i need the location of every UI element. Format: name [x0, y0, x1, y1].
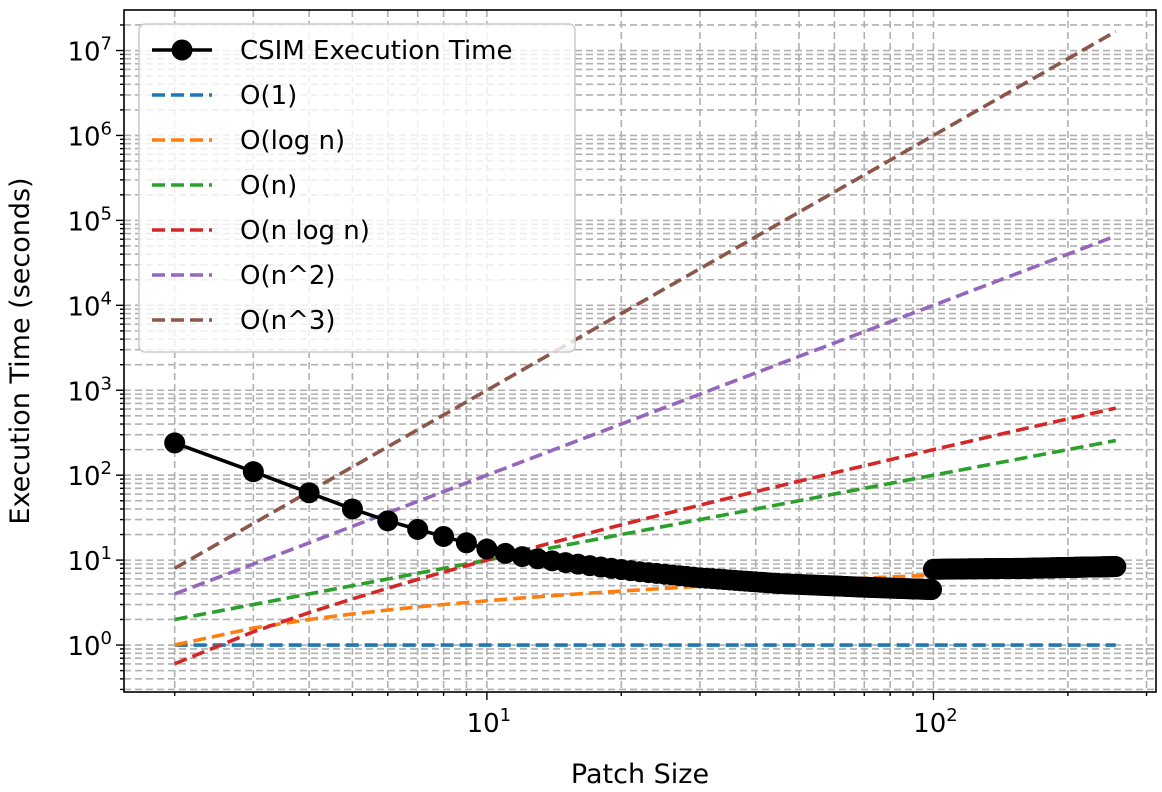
- data-point: [476, 538, 498, 560]
- legend-label: O(1): [240, 81, 297, 111]
- plot-series: [164, 29, 1127, 666]
- legend-label: O(n^2): [240, 261, 336, 291]
- y-tick-label: 102: [67, 458, 112, 492]
- data-point: [164, 432, 186, 454]
- y-tick-label: 106: [67, 118, 112, 152]
- x-tick-label: 101: [467, 705, 512, 739]
- y-tick-label: 100: [67, 628, 112, 662]
- data-point: [377, 510, 399, 532]
- data-point: [242, 461, 264, 483]
- axis-ticks: 100 101 102 103 104 105 106 107 101 102: [67, 24, 1148, 739]
- legend: CSIM Execution Time O(1) O(log n) O(n) O(n l…: [138, 23, 576, 353]
- data-point: [407, 518, 429, 540]
- data-point: [511, 546, 533, 568]
- legend-label: O(log n): [240, 126, 345, 156]
- series-line: [174, 234, 1117, 596]
- y-tick-label: 107: [67, 34, 112, 68]
- y-tick-label: 105: [67, 203, 112, 237]
- y-tick-label: 103: [67, 373, 112, 407]
- data-point: [1105, 556, 1127, 578]
- series-line: [174, 406, 1117, 666]
- legend-box: [138, 23, 576, 353]
- data-point: [298, 482, 320, 504]
- data-point: [455, 532, 477, 554]
- y-tick-label: 101: [67, 543, 112, 577]
- series-line: [173, 29, 1117, 570]
- data-point: [341, 498, 363, 520]
- series-line: [174, 438, 1117, 622]
- x-axis-label: Patch Size: [571, 759, 709, 790]
- data-point: [494, 542, 516, 564]
- y-axis-label: Execution Time (seconds): [5, 177, 36, 524]
- data-point: [921, 579, 942, 601]
- plot-frame: [123, 9, 1157, 693]
- legend-label: O(n log n): [240, 216, 370, 246]
- legend-label: O(n^3): [240, 306, 336, 336]
- legend-label: CSIM Execution Time: [240, 36, 513, 66]
- data-point: [433, 525, 455, 547]
- x-tick-label: 102: [913, 705, 958, 739]
- legend-label: O(n): [240, 171, 297, 201]
- y-tick-label: 104: [67, 288, 112, 322]
- legend-marker: [171, 39, 193, 61]
